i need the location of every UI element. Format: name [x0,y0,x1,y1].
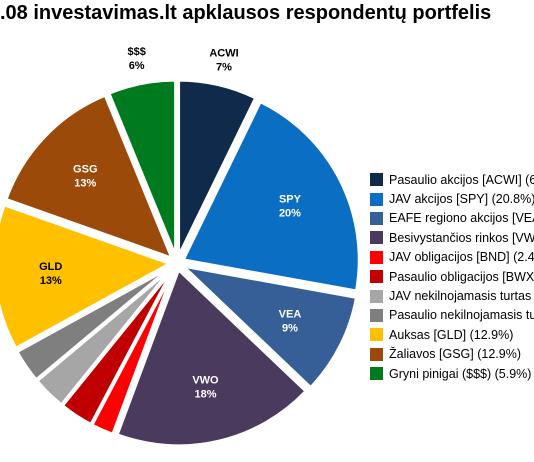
legend-label: Auksas [GLD] (12.9%) [389,327,514,342]
pie-slice-gld [0,202,174,351]
legend-label: EAFE regiono akcijos [VEA] (9.1%) [389,211,534,226]
pie-slice-vea [178,263,359,390]
legend-label: Pasaulio akcijos [ACWI] (6.9%) [389,172,534,187]
slice-label-vwo: VWO [192,374,219,386]
slice-percent-acwi: 7% [216,61,232,73]
slice-label-vea: VEA [279,308,302,320]
pie-slice-acwi [177,78,258,257]
pie-slice-spy [181,99,361,293]
slice-percent-vea: 9% [282,322,298,334]
pie-slice-vnqi [14,265,173,382]
legend-label: Pasaulio obligacijos [BWX] (2.8%) [389,269,534,284]
legend-swatch [370,347,383,361]
chart-title: .08 investavimas.lt apklausos respondent… [0,2,492,24]
legend-label: Pasaulio nekilnojamasis turtas [VNQI] (3… [389,308,534,323]
legend-swatch [370,328,383,342]
slice-label-spy: SPY [279,194,302,206]
legend-label: Gryni pinigai ($$$) (5.9%) [389,366,532,381]
slice-label-acwi: ACWI [209,47,238,59]
legend-label: Žaliavos [GSG] (12.9%) [389,347,521,362]
pie-slice-gsg [4,93,175,261]
slice-percent-cash: 6% [129,60,145,72]
legend-swatch [370,270,383,284]
legend-item: JAV nekilnojamasis turtas [VNQ] (2.9%) [370,286,534,305]
slice-percent-gsg: 13% [74,178,96,190]
chart-legend: Pasaulio akcijos [ACWI] (6.9%) JAV akcijo… [370,170,534,383]
legend-item: Pasaulio obligacijos [BWX] (2.8%) [370,267,534,286]
legend-item: EAFE regiono akcijos [VEA] (9.1%) [370,209,534,228]
legend-label: JAV akcijos [SPY] (20.8%) [389,192,534,207]
legend-swatch [370,211,383,225]
legend-item: Žaliavos [GSG] (12.9%) [370,345,534,364]
legend-swatch [370,289,383,303]
slice-label-gld: GLD [39,261,62,273]
legend-swatch [370,367,383,381]
legend-item: JAV akcijos [SPY] (20.8%) [370,189,534,208]
legend-swatch [370,231,383,245]
legend-swatch [370,173,383,187]
slice-percent-gld: 13% [40,275,62,287]
legend-label: JAV obligacijos [BND] (2.4%) [389,250,534,265]
pie-slice-cash [106,78,178,257]
legend-item: Auksas [GLD] (12.9%) [370,325,534,344]
legend-swatch [370,250,383,264]
legend-item: Besivystančios rinkos [VWO] (18.1%) [370,228,534,247]
legend-swatch [370,308,383,322]
legend-label: Besivystančios rinkos [VWO] (18.1%) [389,230,534,245]
legend-item: Pasaulio nekilnojamasis turtas [VNQI] (3… [370,306,534,325]
legend-label: JAV nekilnojamasis turtas [VNQ] (2.9%) [389,289,534,304]
legend-item: JAV obligacijos [BND] (2.4%) [370,248,534,267]
legend-item: Pasaulio akcijos [ACWI] (6.9%) [370,170,534,189]
legend-item: Gryni pinigai ($$$) (5.9%) [370,364,534,383]
pie-slices [0,78,361,448]
slice-percent-vwo: 18% [194,388,216,400]
slice-label-gsg: GSG [73,164,97,176]
slice-label-cash: $$$ [127,46,145,58]
legend-swatch [370,192,383,206]
slice-percent-spy: 20% [279,208,301,220]
pie-labels: ACWI 7% SPY 20% VEA 9% VWO 18% GLD 13% GSG 13% $$$ 6% [39,46,302,401]
pie-slice-vwo [115,267,309,448]
